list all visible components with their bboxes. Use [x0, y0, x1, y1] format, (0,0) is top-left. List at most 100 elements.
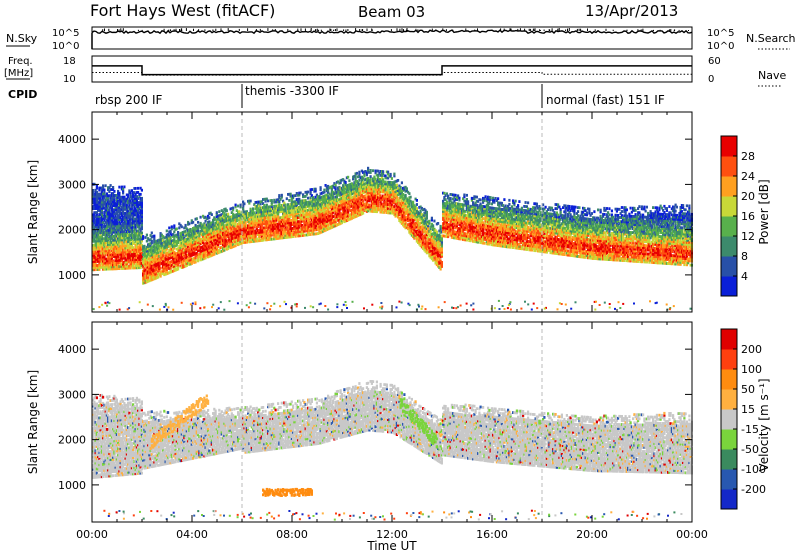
power-cell — [135, 187, 137, 190]
power-cell — [105, 184, 107, 187]
power-cell — [185, 224, 187, 227]
freq-label-line1: Freq. — [8, 56, 33, 67]
power-cell — [112, 186, 114, 189]
power-cell — [362, 212, 364, 215]
power-cell — [406, 187, 408, 190]
power-cell — [177, 231, 179, 234]
nave-label: Nave — [758, 69, 786, 82]
power-cell — [370, 175, 372, 178]
power-cell — [391, 177, 393, 180]
power-cell — [358, 171, 360, 174]
nsky-label: N.Sky — [6, 32, 38, 45]
power-cell — [416, 207, 418, 210]
power-cell — [208, 216, 210, 219]
power-cell — [267, 200, 269, 203]
power-cell — [173, 224, 175, 227]
power-cell — [372, 169, 374, 172]
power-cell — [382, 170, 384, 173]
power-cell — [216, 211, 218, 214]
power-cell — [151, 240, 153, 243]
power-cell — [300, 192, 302, 195]
power-cell — [176, 228, 178, 231]
power-cell — [307, 197, 309, 200]
power-cell — [110, 184, 112, 187]
power-cell — [141, 232, 143, 235]
beam-title: Beam 03 — [358, 3, 425, 21]
power-cell — [171, 225, 173, 228]
power-cell — [142, 235, 144, 238]
power-cell — [387, 171, 389, 174]
nave-tick-high: 60 — [708, 56, 721, 67]
nave-tick-low: 0 — [708, 74, 714, 85]
power-cell — [160, 267, 162, 270]
power-cell — [348, 179, 350, 182]
power-cell — [157, 276, 159, 279]
power-cell — [271, 199, 273, 202]
station-title: Fort Hays West (fitACF) — [90, 1, 275, 20]
date-title: 13/Apr/2013 — [585, 2, 678, 20]
power-cell — [140, 193, 142, 196]
nsky-tick-high: 10^5 — [52, 28, 79, 39]
cpid-segment-0: rbsp 200 IF — [95, 93, 162, 107]
power-cell — [393, 205, 395, 208]
power-cell — [196, 217, 198, 220]
power-cell — [408, 192, 410, 195]
power-cell — [278, 194, 280, 197]
power-cell — [227, 213, 229, 216]
power-cell — [173, 231, 175, 234]
power-cell — [347, 176, 349, 179]
power-cell — [323, 189, 325, 192]
power-cell — [153, 235, 155, 238]
power-cell — [146, 240, 148, 243]
power-cell — [327, 224, 329, 227]
power-cell — [141, 189, 143, 192]
power-cell — [358, 179, 360, 182]
power-cell — [356, 172, 358, 175]
power-cell — [96, 185, 98, 188]
power-cell — [102, 184, 104, 187]
power-cell — [311, 188, 313, 191]
power-cell — [166, 230, 168, 233]
nsky-tick-low: 10^0 — [52, 41, 79, 52]
freq-label-line2: [MHz] — [4, 68, 33, 79]
power-cell — [365, 194, 367, 197]
nsearch-label: N.Search — [746, 32, 796, 45]
power-cell — [211, 213, 213, 216]
power-cell — [141, 197, 143, 200]
power-cell — [170, 236, 172, 239]
power-cell — [146, 234, 148, 237]
power-cell — [200, 216, 202, 219]
power-cell — [370, 169, 372, 172]
power-cell — [197, 221, 199, 224]
power-cell — [123, 186, 125, 189]
power-cell — [281, 194, 283, 197]
power-cell — [237, 205, 239, 208]
power-cell — [416, 199, 418, 202]
power-cell — [416, 203, 418, 206]
power-cell — [178, 227, 180, 230]
power-cell — [137, 187, 139, 190]
power-cell — [252, 207, 254, 210]
power-cell — [118, 192, 120, 195]
power-cell — [170, 230, 172, 233]
power-cell — [412, 201, 414, 204]
power-cell — [401, 181, 403, 184]
power-cell — [362, 200, 364, 203]
nsearch-tick-high: 10^5 — [707, 28, 734, 39]
power-cell — [188, 222, 190, 225]
power-cell — [235, 204, 237, 207]
power-cell — [218, 210, 220, 213]
power-cell — [390, 173, 392, 176]
freq-tick-high: 18 — [63, 56, 76, 67]
power-cell — [103, 189, 105, 192]
power-cell — [250, 200, 252, 203]
power-cell — [151, 232, 153, 235]
power-cell — [307, 191, 309, 194]
power-cell — [113, 190, 115, 193]
power-cell — [145, 236, 147, 239]
power-cell — [410, 196, 412, 199]
power-cell — [232, 207, 234, 210]
freq-panel-frame — [92, 56, 692, 82]
